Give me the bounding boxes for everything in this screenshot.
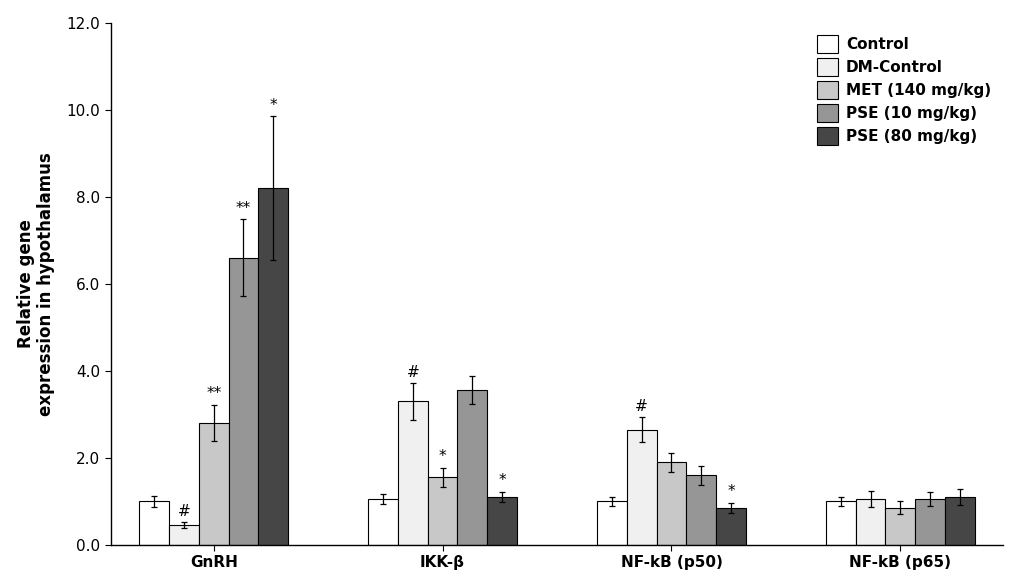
Text: *: * [727,484,734,499]
Bar [627,430,656,545]
Bar [228,258,258,545]
Bar [169,525,199,545]
Text: *: * [438,450,446,464]
Bar [944,497,974,545]
Bar [487,497,517,545]
Bar [397,402,427,545]
Bar [855,499,884,545]
Bar [199,423,228,545]
Bar [914,499,944,545]
Bar [458,390,487,545]
Bar [715,508,745,545]
Text: *: * [498,473,505,488]
Text: *: * [269,98,277,113]
Text: #: # [177,504,191,519]
Bar [825,501,855,545]
Bar [884,508,914,545]
Bar [596,501,627,545]
Bar [368,499,397,545]
Text: #: # [407,365,419,380]
Y-axis label: Relative gene
expression in hypothalamus: Relative gene expression in hypothalamus [16,152,55,416]
Bar [427,477,458,545]
Text: **: ** [235,201,251,216]
Bar [140,501,169,545]
Bar [258,188,287,545]
Legend: Control, DM-Control, MET (140 mg/kg), PSE (10 mg/kg), PSE (80 mg/kg): Control, DM-Control, MET (140 mg/kg), PS… [811,31,995,149]
Text: **: ** [206,386,221,402]
Text: #: # [635,399,647,414]
Bar [686,475,715,545]
Bar [656,462,686,545]
